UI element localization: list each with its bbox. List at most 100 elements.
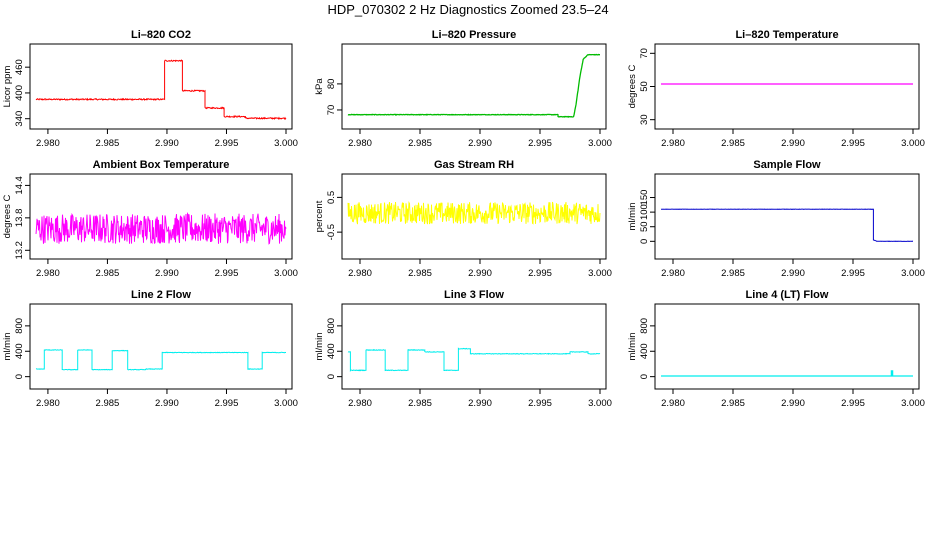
y-tick-label: 70 xyxy=(326,105,337,116)
chart-title: Sample Flow xyxy=(753,159,821,171)
chart-panel-4: Gas Stream RH percent 2.980 2.985 2.990 2.995… xyxy=(314,159,612,279)
series-line-0 xyxy=(661,370,913,377)
series-line-0 xyxy=(347,53,600,118)
x-tick-label: 2.980 xyxy=(36,138,60,149)
y-axis-label: degrees C xyxy=(2,194,13,238)
axes-frame xyxy=(654,303,920,390)
series-line-0 xyxy=(35,349,286,371)
x-tick-label: 2.995 xyxy=(841,138,865,149)
x-tick-label: 2.990 xyxy=(781,268,805,279)
y-axis-label: ml/min xyxy=(314,333,325,361)
y-tick-label: 13.8 xyxy=(14,209,25,228)
chart-panel-7: Line 3 Flow ml/min 2.980 2.985 2.990 2.995 3.0… xyxy=(314,289,612,409)
chart-panel-5: Sample Flow ml/min 2.980 2.985 2.990 2.995 3.0… xyxy=(627,159,925,279)
series-line-0 xyxy=(660,208,914,243)
axes-frame xyxy=(654,43,920,130)
series-line-0 xyxy=(347,200,601,225)
x-tick-label: 2.980 xyxy=(661,138,685,149)
y-tick-label: 400 xyxy=(14,343,25,359)
y-tick-label: -0.5 xyxy=(326,224,337,240)
x-tick-label: 3.000 xyxy=(274,398,298,409)
y-tick-label: 0 xyxy=(639,374,650,379)
y-tick-label: 150 xyxy=(639,190,650,206)
y-tick-label: 70 xyxy=(639,48,650,59)
y-tick-label: 800 xyxy=(639,318,650,334)
x-tick-label: 2.980 xyxy=(36,398,60,409)
x-tick-label: 2.980 xyxy=(661,268,685,279)
y-axis-label: percent xyxy=(314,200,325,232)
y-tick-label: 340 xyxy=(14,111,25,127)
x-tick-label: 2.985 xyxy=(96,398,120,409)
x-tick-label: 2.995 xyxy=(528,398,552,409)
x-tick-label: 2.995 xyxy=(841,268,865,279)
x-tick-label: 3.000 xyxy=(274,138,298,149)
y-tick-label: 0 xyxy=(14,374,25,379)
y-tick-label: 800 xyxy=(326,318,337,334)
y-axis-label: kPa xyxy=(314,78,325,95)
chart-title: Li–820 Pressure xyxy=(432,29,516,41)
chart-title: Line 4 (LT) Flow xyxy=(746,289,829,301)
x-tick-label: 2.985 xyxy=(721,398,745,409)
chart-title: Ambient Box Temperature xyxy=(93,159,230,171)
x-tick-label: 3.000 xyxy=(588,138,612,149)
y-axis-label: ml/min xyxy=(627,203,638,231)
y-tick-label: 50 xyxy=(639,221,650,232)
x-tick-label: 2.980 xyxy=(348,268,372,279)
x-tick-label: 2.985 xyxy=(408,268,432,279)
x-tick-label: 2.985 xyxy=(408,398,432,409)
x-tick-label: 3.000 xyxy=(901,268,925,279)
x-tick-label: 2.990 xyxy=(781,138,805,149)
x-tick-label: 2.990 xyxy=(468,268,492,279)
y-tick-label: 14.4 xyxy=(14,176,25,195)
x-tick-label: 2.980 xyxy=(348,138,372,149)
y-axis-label: degrees C xyxy=(627,64,638,108)
chart-panel-1: Li–820 Pressure kPa 2.980 2.985 2.990 2.995 3.… xyxy=(314,29,612,149)
chart-title: Li–820 CO2 xyxy=(131,29,191,41)
y-tick-label: 30 xyxy=(639,114,650,125)
axes-frame xyxy=(654,173,920,260)
chart-panel-6: Line 2 Flow ml/min 2.980 2.985 2.990 2.995 3.0… xyxy=(2,289,298,409)
x-tick-label: 3.000 xyxy=(588,398,612,409)
x-tick-label: 2.990 xyxy=(781,398,805,409)
y-axis-label: Licor ppm xyxy=(2,66,13,108)
y-tick-label: 0.5 xyxy=(326,191,337,204)
page-title: HDP_070302 2 Hz Diagnostics Zoomed 23.5–… xyxy=(327,2,609,17)
chart-panel-0: Li–820 CO2 Licor ppm 2.980 2.985 2.990 2.995 3… xyxy=(2,29,298,149)
series-line-0 xyxy=(347,347,601,372)
y-axis-label: ml/min xyxy=(627,333,638,361)
x-tick-label: 2.995 xyxy=(215,398,239,409)
y-tick-label: 0 xyxy=(639,239,650,244)
x-tick-label: 2.990 xyxy=(155,138,179,149)
x-tick-label: 2.995 xyxy=(215,138,239,149)
x-tick-label: 2.980 xyxy=(661,398,685,409)
y-tick-label: 100 xyxy=(639,204,650,220)
x-tick-label: 2.980 xyxy=(348,398,372,409)
x-tick-label: 2.995 xyxy=(841,398,865,409)
x-tick-label: 2.995 xyxy=(215,268,239,279)
chart-title: Line 3 Flow xyxy=(444,289,504,301)
y-tick-label: 80 xyxy=(326,79,337,90)
axes-frame xyxy=(29,173,293,260)
axes-frame xyxy=(29,303,293,390)
x-tick-label: 2.985 xyxy=(721,138,745,149)
x-tick-label: 2.995 xyxy=(528,268,552,279)
x-tick-label: 3.000 xyxy=(901,138,925,149)
chart-panel-3: Ambient Box Temperature degrees C 2.980 2.9… xyxy=(2,159,298,279)
axes-frame xyxy=(29,43,293,130)
chart-title: Gas Stream RH xyxy=(434,159,514,171)
y-tick-label: 460 xyxy=(14,59,25,75)
x-tick-label: 3.000 xyxy=(588,268,612,279)
axes-frame xyxy=(341,303,607,390)
chart-panel-2: Li–820 Temperature degrees C 2.980 2.985 2.9… xyxy=(627,29,925,149)
chart-panel-8: Line 4 (LT) Flow ml/min 2.980 2.985 2.990 2.9… xyxy=(627,289,925,409)
axes-frame xyxy=(341,43,607,130)
y-tick-label: 800 xyxy=(14,318,25,334)
series-line-0 xyxy=(35,212,287,245)
x-tick-label: 2.985 xyxy=(96,268,120,279)
y-tick-label: 50 xyxy=(639,81,650,92)
x-tick-label: 2.985 xyxy=(721,268,745,279)
y-tick-label: 0 xyxy=(326,374,337,379)
axes-frame xyxy=(341,173,607,260)
series-line-0 xyxy=(35,59,287,120)
